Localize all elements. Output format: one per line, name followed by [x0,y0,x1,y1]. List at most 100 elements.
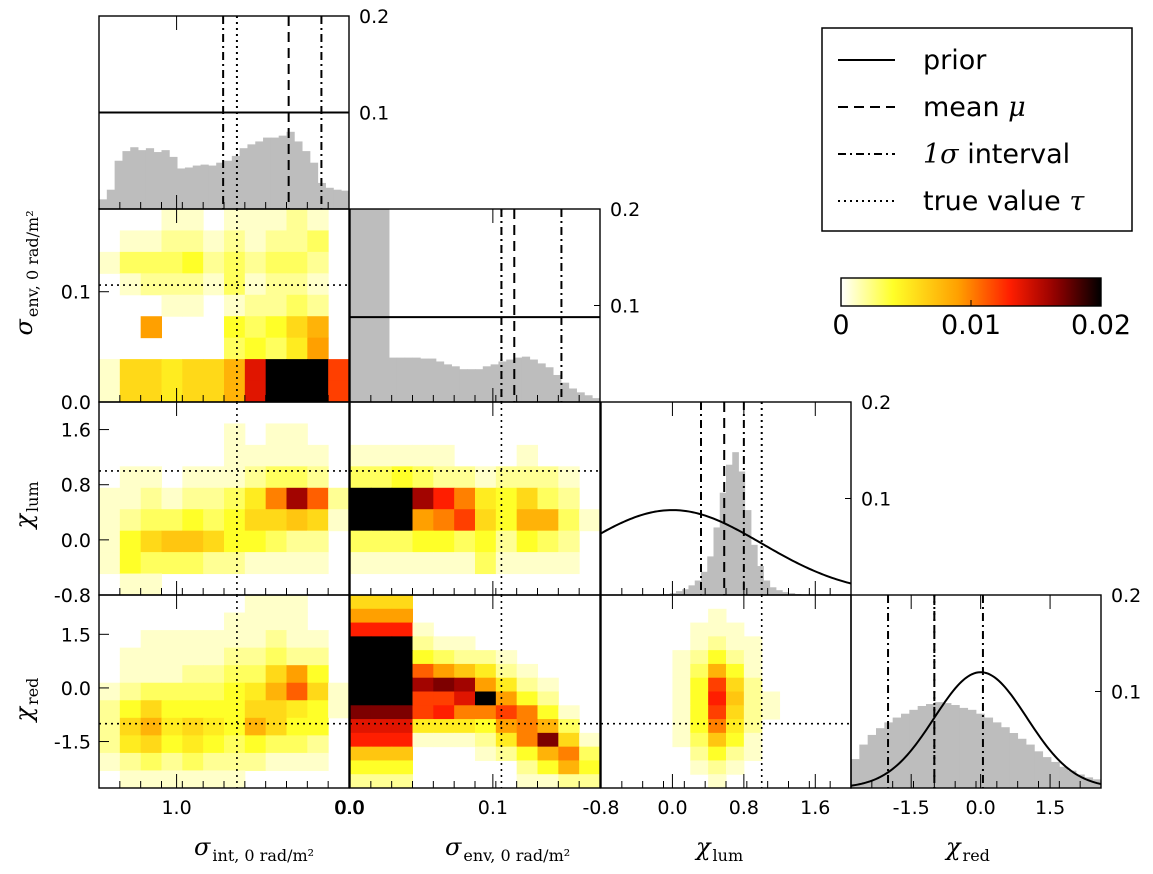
heatmap-cell [350,663,372,679]
heatmap-cell [743,719,763,734]
histogram-bar [161,150,170,209]
heatmap-cell [182,647,204,666]
heatmap-cell [182,700,204,719]
heatmap-cell [690,677,709,692]
heatmap-cell [161,251,183,274]
heatmap-cell [307,444,329,467]
heatmap-cell [119,230,142,253]
heatmap-cell [391,636,413,651]
heatmap-cell [708,746,727,761]
heatmap-cell [475,466,497,489]
histogram-bar [568,388,577,402]
histogram-bar [365,209,374,402]
heatmap-cell [244,209,267,231]
heatmap-cell [119,700,142,719]
heatmap-cell [99,359,121,382]
heatmap-cell [203,700,225,719]
heatmap-cell [328,509,350,532]
heatmap-cell [161,294,183,317]
histogram-bar [1042,757,1052,788]
heatmap-cell [161,209,183,231]
heatmap-cell [224,444,246,467]
heatmap-cell [672,705,691,720]
panel-frame [850,594,1102,789]
heatmap-cell [286,294,308,317]
heatmap-cell [182,230,204,253]
histogram-bar [776,590,783,595]
histogram-bar [1067,770,1077,788]
heatmap-cell [244,612,267,631]
heatmap-cell [307,359,329,382]
colorbar-tick-label: 0.02 [1071,310,1131,341]
y-axis-label-sig_env: σenv, 0 rad/m² [10,210,42,335]
heatmap-cell [495,691,518,706]
heatmap-cell [265,273,287,296]
heatmap-cell [224,487,246,510]
histogram-bar [309,162,319,209]
heatmap-cell [350,608,372,624]
heatmap-cell [224,552,246,575]
heatmap-cell [516,760,538,775]
x-axis-label-sub: int, 0 rad/m² [212,846,314,865]
heatmap-cell [265,752,287,771]
heatmap-cell [708,650,727,665]
heatmap-cell [579,509,601,532]
histogram-bar [967,709,977,789]
heatmap-cell [182,466,204,489]
heatmap-cell [140,630,162,649]
heatmap-cell [265,359,287,382]
heatmap-cell [350,705,372,720]
heatmap-cell [391,746,413,761]
heatmap-cell [265,530,287,553]
x-axis-label-chi_red: χ red [944,833,990,865]
heatmap-cell [307,230,329,253]
x-tick-label: 1.0 [161,797,191,819]
heatmap-cell [182,735,204,754]
x-axis-label-sub: env, 0 rad/m² [463,846,570,865]
heatmap-cell [161,735,183,754]
heatmap-cell [286,316,308,339]
heatmap-cell [265,423,287,446]
histogram-bar [514,357,523,402]
heatmap-cell [161,509,183,532]
heatmap-cell [140,770,162,789]
heatmap-cell [350,760,372,775]
heatmap-panel-sig_env-chi_lum [350,402,601,595]
heatmap-cell [286,647,308,666]
heatmap-cell [726,760,745,775]
heatmap-cell [726,705,745,720]
heatmap-cell [708,636,727,651]
heatmap-cell [391,530,413,553]
histogram-bar [763,580,771,595]
heatmap-cell [265,612,287,631]
heatmap-cell [265,487,287,510]
heatmap-cell [726,663,745,679]
heatmap-cell [307,487,329,510]
colorbar: 0 0.01 0.02 [832,277,1131,341]
heatmap-cell [743,677,763,692]
heatmap-cell [161,700,183,719]
heatmap-cell [690,663,709,679]
histogram-bar [713,527,721,595]
marginal-tick-label: 0.1 [610,296,640,318]
heatmap-cell [412,705,434,720]
heatmap-cell [537,530,559,553]
heatmap-cell [99,552,121,575]
heatmap-cell [579,746,601,761]
heatmap-cell [265,682,287,701]
heatmap-cell [412,691,434,706]
heatmap-cell [370,650,393,665]
heatmap-cell [558,774,580,789]
histogram-bar [1051,761,1060,788]
heatmap-cell [286,717,308,736]
histogram-bar [122,151,131,209]
heatmap-cell [182,630,204,649]
heatmap-cell [579,760,601,775]
heatmap-cell [244,735,267,754]
heatmap-cell [370,663,393,679]
heatmap-cell [203,380,225,403]
heatmap-cell [690,746,709,761]
histogram-bar [901,713,910,788]
y-axis-label-sub: lum [23,481,42,512]
